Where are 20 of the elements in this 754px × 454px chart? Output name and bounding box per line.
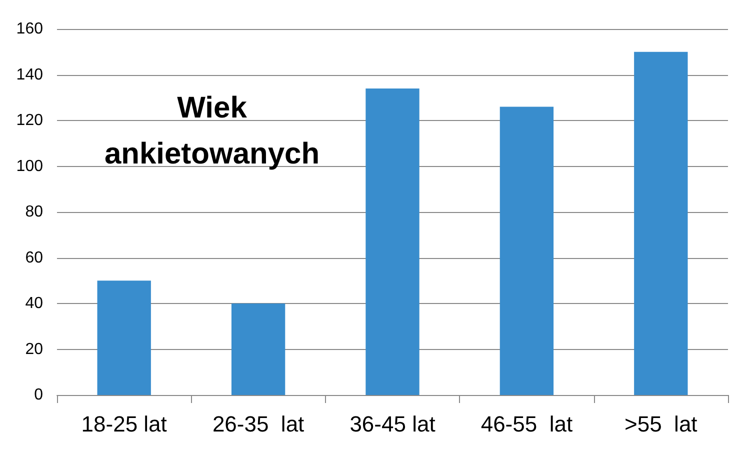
bar: [97, 280, 151, 395]
y-tick-label: 100: [16, 158, 44, 175]
bar: [500, 106, 554, 395]
bar: [634, 52, 688, 395]
y-tick-label: 120: [16, 112, 44, 129]
y-tick-label: 0: [34, 386, 44, 404]
y-tick-label: 20: [25, 340, 44, 358]
y-tick-label: 60: [25, 249, 44, 266]
bar: [231, 304, 286, 395]
x-tick-label: >55 lat: [624, 412, 698, 436]
y-tick-label: 140: [16, 66, 44, 84]
y-tick-label: 160: [16, 20, 44, 38]
text: Wiek ankietowanych: [104, 92, 320, 170]
x-tick-label: 36-45 lat: [350, 412, 436, 436]
x-tick-label: 26-35 lat: [212, 412, 304, 436]
x-tick-label: 18-25 lat: [81, 412, 167, 436]
y-tick-label: 80: [25, 204, 44, 220]
x-tick-label: 46-55 lat: [480, 412, 573, 436]
y-tick-label: 40: [25, 295, 44, 312]
bar: [366, 88, 420, 395]
